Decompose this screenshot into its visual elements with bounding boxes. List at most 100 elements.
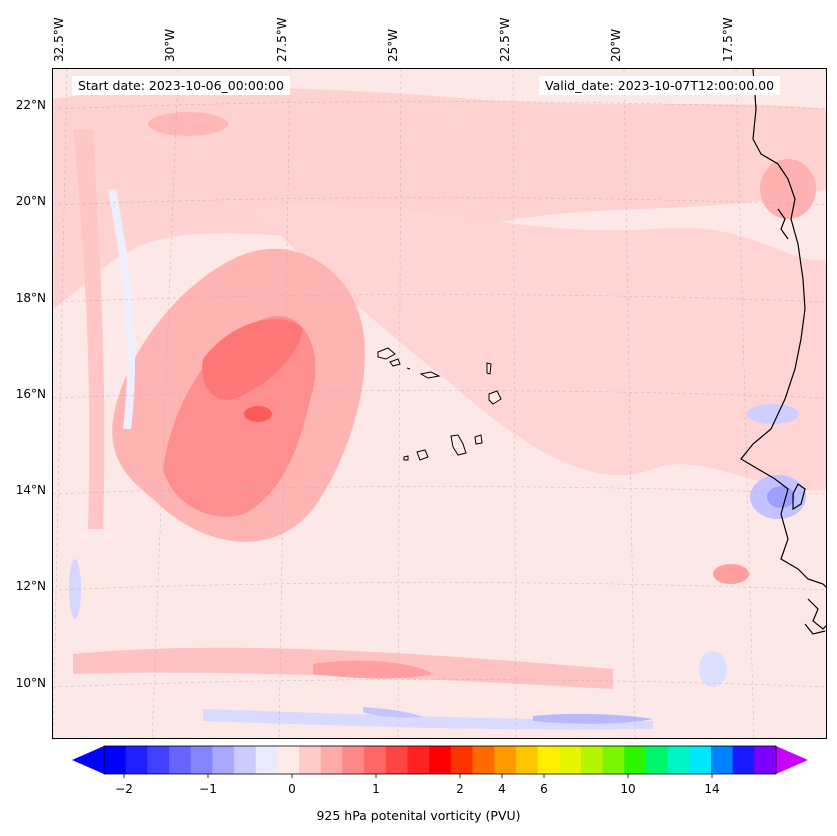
pv-contour-strong (202, 319, 303, 400)
valid-date-label: Valid_date: 2023-10-07T12:00:00.00 (539, 76, 781, 95)
gridline-lon (53, 69, 68, 738)
colorbar-cell (125, 746, 148, 774)
lat-label-16n: 16°N (15, 387, 46, 401)
colorbar-cell (710, 746, 734, 774)
pv-band-south-strong (313, 660, 433, 679)
gridline-lat (53, 390, 826, 399)
colorbar-cells (104, 746, 777, 774)
lat-label-12n: 12°N (15, 579, 46, 593)
pv-contour-light (253, 204, 826, 491)
island-sal (486, 362, 492, 375)
island-boa-vista (488, 390, 502, 405)
colorbar-tick-label: 0 (288, 782, 296, 796)
colorbar-cell (602, 746, 625, 774)
colorbar-cell (580, 746, 604, 774)
lon-label-22-5w: 22.5°W (498, 17, 512, 62)
coast-inlet (807, 598, 826, 630)
pv-blue-blob (69, 559, 81, 619)
start-date-label: Start date: 2023-10-06_00:00:00 (72, 76, 290, 95)
gridline-lon (151, 69, 179, 738)
africa-coastline (740, 69, 826, 588)
gridline-lat (53, 679, 826, 688)
pv-max (244, 406, 272, 422)
colorbar-cell (732, 746, 755, 774)
island-santo-antao (377, 347, 396, 360)
gridline-lon (397, 69, 402, 738)
colorbar-cell (385, 746, 409, 774)
colorbar-tick-label: 14 (704, 782, 720, 796)
colorbar-tick-label: 1 (372, 782, 380, 796)
colorbar-tick-label: 6 (540, 782, 548, 796)
coast-inlet (777, 208, 789, 240)
gridline-lat (53, 101, 826, 110)
colorbar-cell (407, 746, 430, 774)
pv-band-blue-strong (533, 713, 653, 724)
colorbar-cell (667, 746, 690, 774)
lat-label-22n: 22°N (15, 98, 46, 112)
lon-label-20w: 20°W (609, 28, 623, 62)
pv-blue-east (699, 651, 727, 687)
lon-label-30w: 30°W (163, 28, 177, 62)
colorbar-cell (190, 746, 213, 774)
pv-red-east (760, 159, 816, 219)
colorbar-cell (645, 746, 669, 774)
colorbar-extend-under (72, 746, 104, 774)
colorbar-tick-label: −1 (199, 782, 217, 796)
colorbar-cell (559, 746, 582, 774)
pv-red-east (713, 564, 749, 584)
lat-label-10n: 10°N (15, 676, 46, 690)
coast-inlet (804, 623, 826, 635)
colorbar-cell (299, 746, 322, 774)
lon-label-25w: 25°W (386, 28, 400, 62)
island-sao-nicolau (419, 371, 441, 379)
pv-blue-east (747, 404, 799, 424)
island-brava (403, 455, 409, 461)
pv-red-north (148, 112, 228, 136)
colorbar-cell (624, 746, 647, 774)
colorbar-cell (255, 746, 279, 774)
gridline-lon (735, 69, 755, 738)
colorbar (72, 745, 808, 778)
colorbar-tick-marks (123, 774, 713, 778)
lon-label-27-5w: 27.5°W (275, 17, 289, 62)
coast-inlet (792, 483, 806, 511)
pv-band-blue (363, 707, 423, 718)
colorbar-cell (342, 746, 365, 774)
colorbar-cell (104, 746, 127, 774)
gridline-lat (53, 197, 826, 206)
colorbar-cell (147, 746, 170, 774)
pv-field (53, 69, 826, 738)
gridline-lon (278, 69, 291, 738)
colorbar-cell (472, 746, 495, 774)
island-fogo (416, 449, 429, 461)
cape-verde-islands (377, 347, 502, 461)
pv-blue-east-core (767, 486, 795, 508)
pv-streak-blue (108, 189, 136, 429)
island-maio (474, 434, 483, 445)
gridline-lon (623, 69, 636, 738)
colorbar-cell (689, 746, 712, 774)
gridline-lon (512, 69, 517, 738)
pv-contour-light (53, 87, 826, 309)
colorbar-cell (277, 746, 300, 774)
lat-label-18n: 18°N (15, 291, 46, 305)
colorbar-cell (364, 746, 387, 774)
pv-band-blue (203, 709, 653, 730)
colorbar-cell (754, 746, 777, 774)
lat-label-20n: 20°N (15, 194, 46, 208)
island-sao-vicente (389, 358, 401, 367)
colorbar-cell (212, 746, 235, 774)
map-panel (52, 68, 827, 739)
colorbar-cell (537, 746, 560, 774)
pv-streak (73, 129, 105, 529)
colorbar-outline (103, 745, 777, 775)
colorbar-cell (429, 746, 452, 774)
colorbar-cell (494, 746, 517, 774)
lat-label-14n: 14°N (15, 483, 46, 497)
colorbar-tick-label: −2 (115, 782, 133, 796)
colorbar-label: 925 hPa potenital vorticity (PVU) (316, 808, 521, 823)
colorbar-cell (515, 746, 539, 774)
gridline-lat (53, 294, 826, 303)
colorbar-cell (320, 746, 344, 774)
island-santiago (450, 434, 467, 456)
